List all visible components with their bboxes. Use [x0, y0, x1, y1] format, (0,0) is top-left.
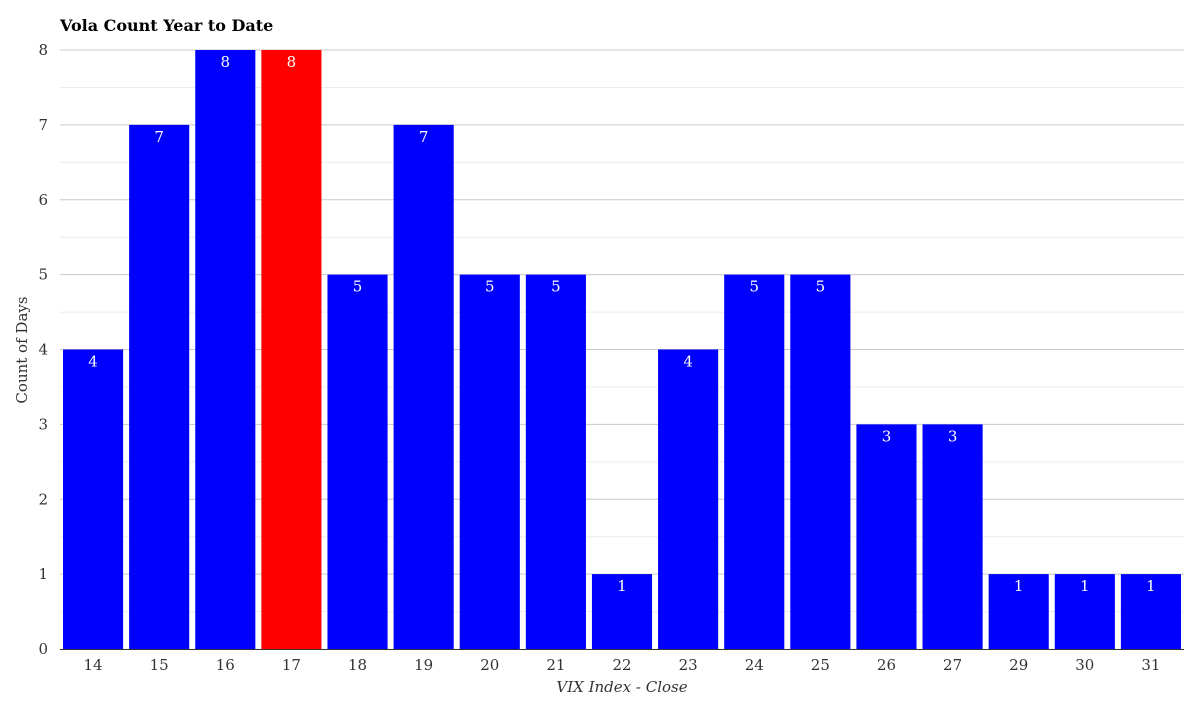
y-tick-label: 2	[38, 490, 48, 508]
bar-value-label: 3	[948, 427, 958, 445]
y-tick-label: 1	[38, 565, 48, 583]
bar-value-label: 5	[353, 278, 363, 296]
bar-27	[922, 424, 983, 649]
y-tick-label: 3	[38, 415, 48, 433]
y-tick-label: 7	[38, 116, 48, 134]
bar-19	[393, 124, 454, 649]
x-tick-labels: 14 15 16 17 18 19 20 21 22 23 24 25 26 27 29 30 31	[84, 656, 1161, 674]
bar-16	[195, 50, 256, 649]
x-tick-label: 18	[348, 656, 367, 674]
bar-labels: 4 7 8 8 5 7 5 5 1 4 5 5 3 3 1 1 1	[88, 53, 1155, 595]
bar-value-label: 5	[816, 278, 826, 296]
bar-18	[327, 274, 388, 649]
bar-15	[129, 124, 190, 649]
y-tick-label: 5	[38, 266, 48, 284]
y-tick-label: 8	[38, 41, 48, 59]
x-tick-label: 17	[282, 656, 301, 674]
y-axis-label: Count of Days	[13, 296, 31, 403]
bar-26	[856, 424, 917, 649]
bar-value-label: 7	[419, 128, 429, 146]
x-tick-label: 22	[612, 656, 631, 674]
chart-title: Vola Count Year to Date	[59, 16, 273, 35]
bar-value-label: 8	[287, 53, 297, 71]
bar-29	[988, 574, 1049, 649]
x-tick-label: 21	[546, 656, 565, 674]
bar-value-label: 5	[485, 278, 495, 296]
bar-30	[1054, 574, 1115, 649]
bar-value-label: 1	[617, 577, 627, 595]
bar-14	[63, 349, 124, 649]
bar-20	[459, 274, 520, 649]
x-tick-label: 16	[216, 656, 235, 674]
x-tick-label: 15	[150, 656, 169, 674]
bar-value-label: 5	[551, 278, 561, 296]
bar-value-label: 1	[1080, 577, 1090, 595]
bar-25	[790, 274, 851, 649]
x-tick-label: 26	[877, 656, 896, 674]
bar-value-label: 8	[221, 53, 231, 71]
bar-24	[724, 274, 785, 649]
bar-value-label: 1	[1146, 577, 1156, 595]
bar-value-label: 7	[154, 128, 164, 146]
bar-value-label: 5	[749, 278, 759, 296]
y-tick-label: 4	[38, 341, 48, 359]
bar-value-label: 4	[683, 353, 693, 371]
x-tick-label: 23	[679, 656, 698, 674]
x-tick-label: 20	[480, 656, 499, 674]
x-tick-label: 19	[414, 656, 433, 674]
x-tick-label: 31	[1141, 656, 1160, 674]
x-tick-label: 30	[1075, 656, 1094, 674]
x-axis-label: VIX Index - Close	[556, 678, 687, 696]
y-tick-labels: 0 1 2 3 4 5 6 7 8	[38, 41, 48, 658]
x-tick-label: 24	[745, 656, 764, 674]
bars	[63, 50, 1181, 649]
y-tick-label: 0	[38, 640, 48, 658]
bar-value-label: 3	[882, 427, 892, 445]
bar-value-label: 4	[88, 353, 98, 371]
bar-21	[525, 274, 586, 649]
y-tick-label: 6	[38, 191, 48, 209]
bar-23	[658, 349, 719, 649]
bar-17	[261, 50, 322, 649]
x-tick-label: 25	[811, 656, 830, 674]
bar-value-label: 1	[1014, 577, 1024, 595]
x-tick-label: 27	[943, 656, 962, 674]
bar-22	[591, 574, 653, 649]
bar-31	[1120, 574, 1181, 649]
x-tick-label: 14	[84, 656, 103, 674]
x-tick-label: 29	[1009, 656, 1028, 674]
